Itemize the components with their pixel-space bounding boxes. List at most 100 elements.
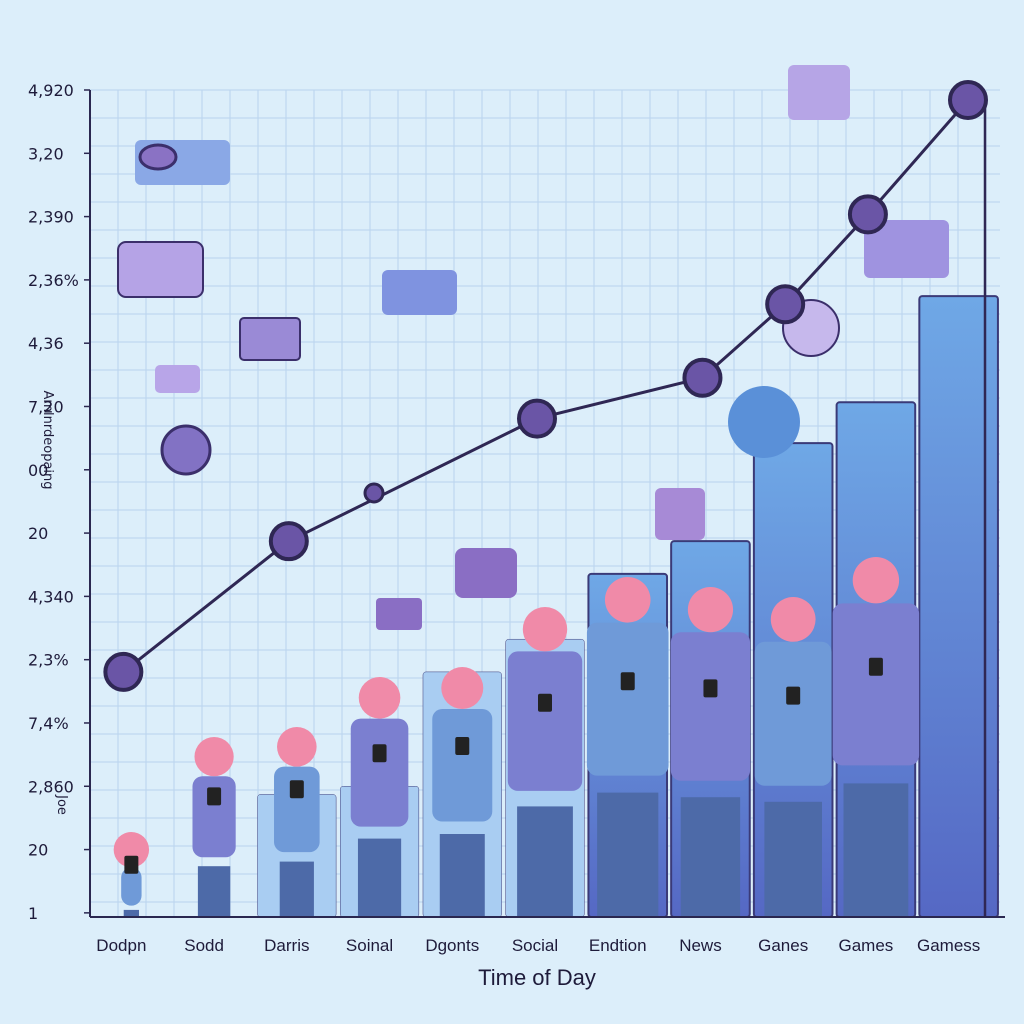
person-body bbox=[832, 603, 920, 766]
y-tick-label: 1 bbox=[28, 904, 38, 923]
person-body bbox=[274, 766, 320, 853]
y-tick-label: 4,36 bbox=[28, 334, 64, 353]
x-tick-label: Social bbox=[512, 936, 558, 955]
x-tick-label: Dgonts bbox=[425, 936, 479, 955]
phone-icon bbox=[207, 787, 222, 806]
line-series bbox=[103, 80, 988, 917]
phone-icon bbox=[289, 780, 304, 799]
phone-icon bbox=[138, 143, 178, 171]
line-marker bbox=[682, 357, 723, 398]
person-head bbox=[522, 607, 568, 652]
person-body bbox=[586, 622, 669, 776]
person-figure bbox=[113, 832, 150, 917]
person-body bbox=[121, 867, 142, 906]
person-head bbox=[194, 737, 234, 777]
phone-icon bbox=[703, 679, 718, 698]
phone-icon bbox=[868, 657, 883, 676]
x-tick-label: Sodd bbox=[184, 936, 224, 955]
video-icon bbox=[655, 488, 705, 540]
eye-icon bbox=[728, 386, 800, 458]
person-figure bbox=[432, 667, 493, 917]
y-tick-label: 7,20 bbox=[28, 397, 64, 416]
y-axis-label: Amlnrdeopaing bbox=[40, 390, 55, 489]
person-head bbox=[441, 667, 484, 709]
person-head bbox=[852, 557, 900, 604]
person-head bbox=[277, 727, 317, 767]
person-figure bbox=[670, 587, 751, 917]
small-bubble-icon bbox=[155, 365, 200, 393]
y-tick-labels: 4,920 3,20 2,390 2,36% 4,36 7,20 00 20 4,340 2,3%… bbox=[28, 81, 90, 923]
person-head bbox=[358, 677, 401, 719]
y-tick-label: 2,36% bbox=[28, 271, 79, 290]
x-tick-label: Darris bbox=[264, 936, 309, 955]
person-legs bbox=[597, 792, 659, 917]
person-body bbox=[192, 776, 236, 858]
y-tick-label: 2,3% bbox=[28, 651, 69, 670]
person-head bbox=[113, 832, 150, 868]
x-tick-label: Ganes bbox=[758, 936, 808, 955]
y-tick-label: 2,390 bbox=[28, 208, 74, 227]
phone-icon bbox=[538, 693, 552, 712]
phone-icon bbox=[124, 855, 139, 874]
x-tick-label: Gamess bbox=[917, 936, 980, 955]
y-tick-label: 2,860 bbox=[28, 777, 74, 796]
person-head bbox=[770, 597, 816, 642]
profile-card-icon bbox=[117, 241, 204, 298]
document-icon bbox=[788, 65, 850, 120]
person-body bbox=[670, 632, 751, 781]
person-legs bbox=[279, 861, 314, 917]
comment-icon bbox=[376, 598, 422, 630]
person-legs bbox=[357, 838, 402, 917]
person-body bbox=[432, 709, 493, 822]
phone-icon bbox=[372, 744, 387, 763]
person-figure bbox=[274, 727, 320, 917]
y-tick-label: 7,4% bbox=[28, 714, 69, 733]
person-legs bbox=[680, 797, 741, 917]
phone-icon bbox=[786, 686, 801, 705]
person-figure bbox=[350, 677, 409, 917]
x-tick-label: Endtion bbox=[589, 936, 647, 955]
person-head bbox=[604, 577, 651, 623]
person-legs bbox=[843, 783, 909, 917]
person-legs bbox=[764, 801, 822, 917]
x-tick-labels: Dodpn Sodd Darris Soinal Dgonts Social Endtion… bbox=[96, 936, 980, 955]
x-axis-label: Time of Day bbox=[478, 965, 596, 990]
y-tick-label: 20 bbox=[28, 524, 48, 543]
y-tick-label: 20 bbox=[28, 841, 48, 860]
line-marker bbox=[517, 398, 557, 439]
person-body bbox=[754, 641, 832, 786]
phone-icon bbox=[455, 737, 470, 755]
person-figure bbox=[586, 577, 669, 917]
person-legs bbox=[123, 909, 140, 917]
person-legs bbox=[517, 806, 573, 917]
person-figure bbox=[507, 607, 583, 917]
person-legs bbox=[439, 834, 485, 917]
line-marker bbox=[103, 651, 144, 692]
y-tick-label: 3,20 bbox=[28, 144, 64, 163]
decorations bbox=[117, 65, 949, 630]
line-marker bbox=[948, 80, 988, 120]
x-tick-label: Soinal bbox=[346, 936, 393, 955]
y-tick-label: 4,340 bbox=[28, 587, 74, 606]
person-body bbox=[507, 651, 583, 791]
person-figure bbox=[832, 557, 920, 917]
y-tick-label: 4,920 bbox=[28, 81, 74, 100]
line-marker bbox=[765, 284, 806, 325]
message-icon bbox=[382, 270, 457, 315]
line-marker bbox=[847, 194, 888, 235]
person-head bbox=[687, 587, 734, 633]
x-tick-label: News bbox=[679, 936, 722, 955]
line-marker-small bbox=[363, 482, 385, 504]
line-marker bbox=[268, 521, 309, 562]
camera-bubble-icon bbox=[455, 548, 517, 598]
x-tick-label: Games bbox=[839, 936, 894, 955]
person-figure bbox=[192, 737, 236, 917]
x-tick-label: Dodpn bbox=[96, 936, 146, 955]
people bbox=[113, 557, 920, 917]
y-axis-side-label: Joe bbox=[54, 794, 69, 815]
laptop-icon bbox=[239, 317, 301, 361]
phone-icon bbox=[620, 672, 635, 691]
clock-icon bbox=[160, 424, 212, 476]
person-figure bbox=[754, 597, 832, 917]
